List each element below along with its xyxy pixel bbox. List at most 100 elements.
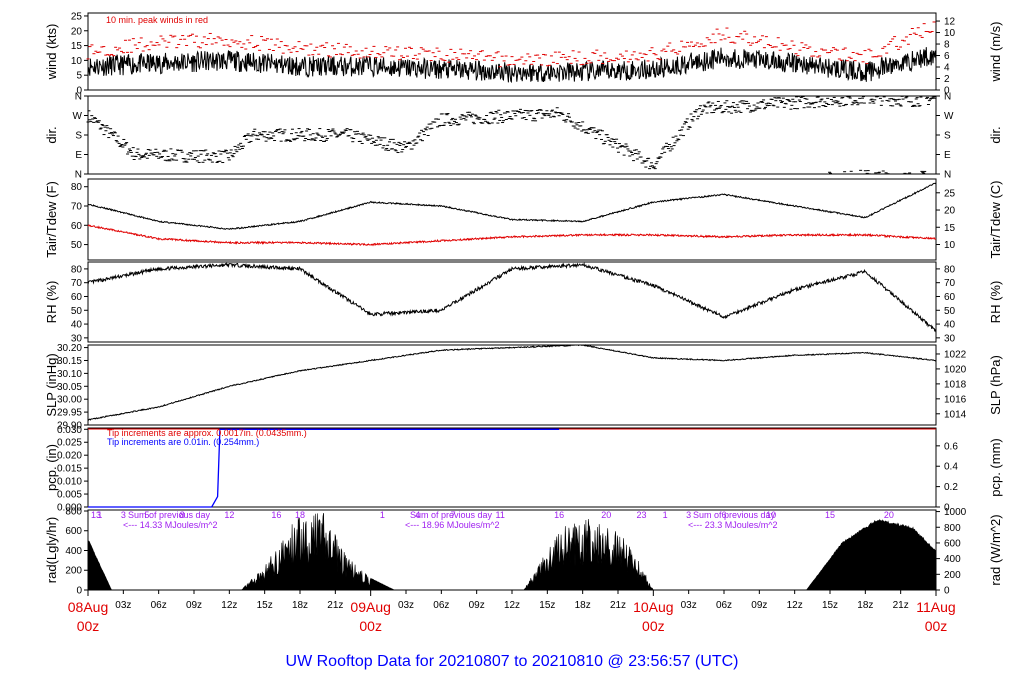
pcp-left-tick-label: 0.030 (57, 425, 82, 436)
dir-left-tick-label: N (75, 170, 82, 181)
day-label-hour: 00z (77, 618, 100, 634)
rad-hour-mark: 20 (601, 510, 611, 520)
wind-left-tick-label: 10 (71, 56, 83, 67)
slp-ylabel-left: SLP (inHg) (44, 353, 59, 416)
wind-ylabel-left: wind (kts) (44, 24, 59, 81)
wind-left-tick-label: 20 (71, 26, 83, 37)
rad-right-tick-label: 800 (944, 523, 961, 534)
x-tick-label: 09z (469, 600, 485, 611)
rad-sum-value: <--- 23.3 MJoules/m^2 (688, 520, 778, 530)
temp-right-tick-label: 15 (944, 223, 956, 234)
x-tick-label: 03z (681, 600, 697, 611)
temp-frame (87, 178, 937, 261)
day-label-date: 08Aug (68, 599, 108, 615)
rad-hour-mark: 7 (451, 510, 456, 520)
pcp-right-tick-label: 0.6 (944, 441, 958, 452)
x-tick-label: 03z (115, 600, 131, 611)
wind-note: 10 min. peak winds in red (106, 15, 208, 25)
rad-right-tick-label: 1000 (944, 507, 967, 518)
pcp-note-blue: Tip increments are 0.01in. (0.254mm.) (107, 437, 259, 447)
pcp-left-tick-label: 0.000 (57, 503, 82, 514)
x-tick-label: 15z (822, 600, 838, 611)
slp-left-tick-label: 29.95 (57, 408, 82, 419)
temp-right-tick-label: 10 (944, 240, 956, 251)
pcp-right-tick-label: 0.2 (944, 482, 958, 493)
wind-direction-marks (86, 95, 937, 175)
x-tick-label: 09z (751, 600, 767, 611)
slp-left-tick-label: 29.90 (57, 421, 82, 432)
rh-left-tick-label: 40 (71, 320, 83, 331)
day-label-date: 09Aug (350, 599, 390, 615)
x-tick-label: 21z (610, 600, 626, 611)
x-tick-label: 21z (327, 600, 343, 611)
rad-right-tick-label: 0 (944, 586, 950, 597)
temp-right-tick-label: 20 (944, 206, 956, 217)
relative-humidity-line (87, 261, 937, 333)
x-tick-label: 15z (539, 600, 555, 611)
rh-right-tick-label: 80 (944, 264, 956, 275)
slp-left-tick-label: 30.00 (57, 395, 82, 406)
rad-hour-mark: 13 (91, 510, 101, 520)
x-tick-label: 06z (433, 600, 449, 611)
rad-hour-mark: 1 (663, 510, 668, 520)
rh-left-tick-label: 30 (71, 333, 83, 344)
rad-hour-mark: 23 (637, 510, 647, 520)
rad-hour-mark: 6 (721, 510, 726, 520)
x-tick-label: 18z (292, 600, 308, 611)
x-tick-label: 06z (151, 600, 167, 611)
dir-left-tick-label: W (73, 111, 83, 122)
slp-left-tick-label: 30.05 (57, 382, 82, 393)
wind-ylabel-right: wind (m/s) (988, 22, 1003, 83)
wind-left-tick-label: 5 (76, 71, 82, 82)
rh-ylabel-left: RH (%) (44, 281, 59, 324)
slp-left-tick-label: 30.15 (57, 356, 82, 367)
dir-right-tick-label: W (944, 111, 954, 122)
wind-right-tick-label: 0 (944, 86, 950, 97)
pcp-left-tick-label: 0.015 (57, 464, 82, 475)
rh-right-tick-label: 50 (944, 306, 956, 317)
wind-left-tick-label: 25 (71, 11, 83, 22)
temp-ylabel-left: Tair/Tdew (F) (44, 181, 59, 258)
rad-sum-heading: Sum of previous day (128, 510, 211, 520)
slp-right-tick-label: 1014 (944, 409, 967, 420)
day-label-hour: 00z (642, 618, 665, 634)
pcp-ylabel-left: pcp. (in) (44, 444, 59, 491)
dir-right-tick-label: N (944, 170, 951, 181)
temp-left-tick-label: 50 (71, 240, 83, 251)
rad-hour-mark: 18 (295, 510, 305, 520)
pcp-left-tick-label: 0.020 (57, 451, 82, 462)
wind-right-tick-label: 4 (944, 63, 950, 74)
temp-left-tick-label: 80 (71, 182, 83, 193)
rad-sum-heading: Sum of previous day (410, 510, 493, 520)
wind-right-tick-label: 12 (944, 17, 956, 28)
rad-hour-mark: 15 (825, 510, 835, 520)
day-label-hour: 00z (359, 618, 382, 634)
rad-ylabel-right: rad (W/m^2) (988, 514, 1003, 585)
x-tick-label: 18z (575, 600, 591, 611)
rad-hour-mark: 3 (686, 510, 691, 520)
dewpoint-line (87, 224, 937, 247)
pcp-left-tick-label: 0.010 (57, 477, 82, 488)
pcp-left-tick-label: 0.025 (57, 438, 82, 449)
wind-frame (87, 12, 937, 91)
rad-hour-mark: 3 (121, 510, 126, 520)
rad-hour-mark: 1 (97, 510, 102, 520)
dir-left-tick-label: S (75, 131, 82, 142)
wind-right-tick-label: 8 (944, 40, 950, 51)
air-temperature-line (87, 182, 937, 230)
temp-right-tick-label: 25 (944, 188, 956, 199)
precipitation-line (88, 428, 560, 508)
day-label-date: 10Aug (633, 599, 673, 615)
x-tick-label: 09z (186, 600, 202, 611)
slp-left-tick-label: 30.10 (57, 369, 82, 380)
rad-hour-mark: 12 (224, 510, 234, 520)
peak-wind-marks (86, 21, 936, 68)
wind-speed-line (87, 47, 937, 84)
wind-left-tick-label: 0 (76, 86, 82, 97)
pcp-note-red: Tip increments are approx. 0.0017in. (0.… (107, 428, 307, 438)
wind-right-tick-label: 2 (944, 74, 950, 85)
pcp-right-tick-label: 0.4 (944, 462, 958, 473)
pcp-left-tick-label: 0.005 (57, 490, 82, 501)
rad-hour-mark: 16 (271, 510, 281, 520)
x-tick-label: 03z (398, 600, 414, 611)
